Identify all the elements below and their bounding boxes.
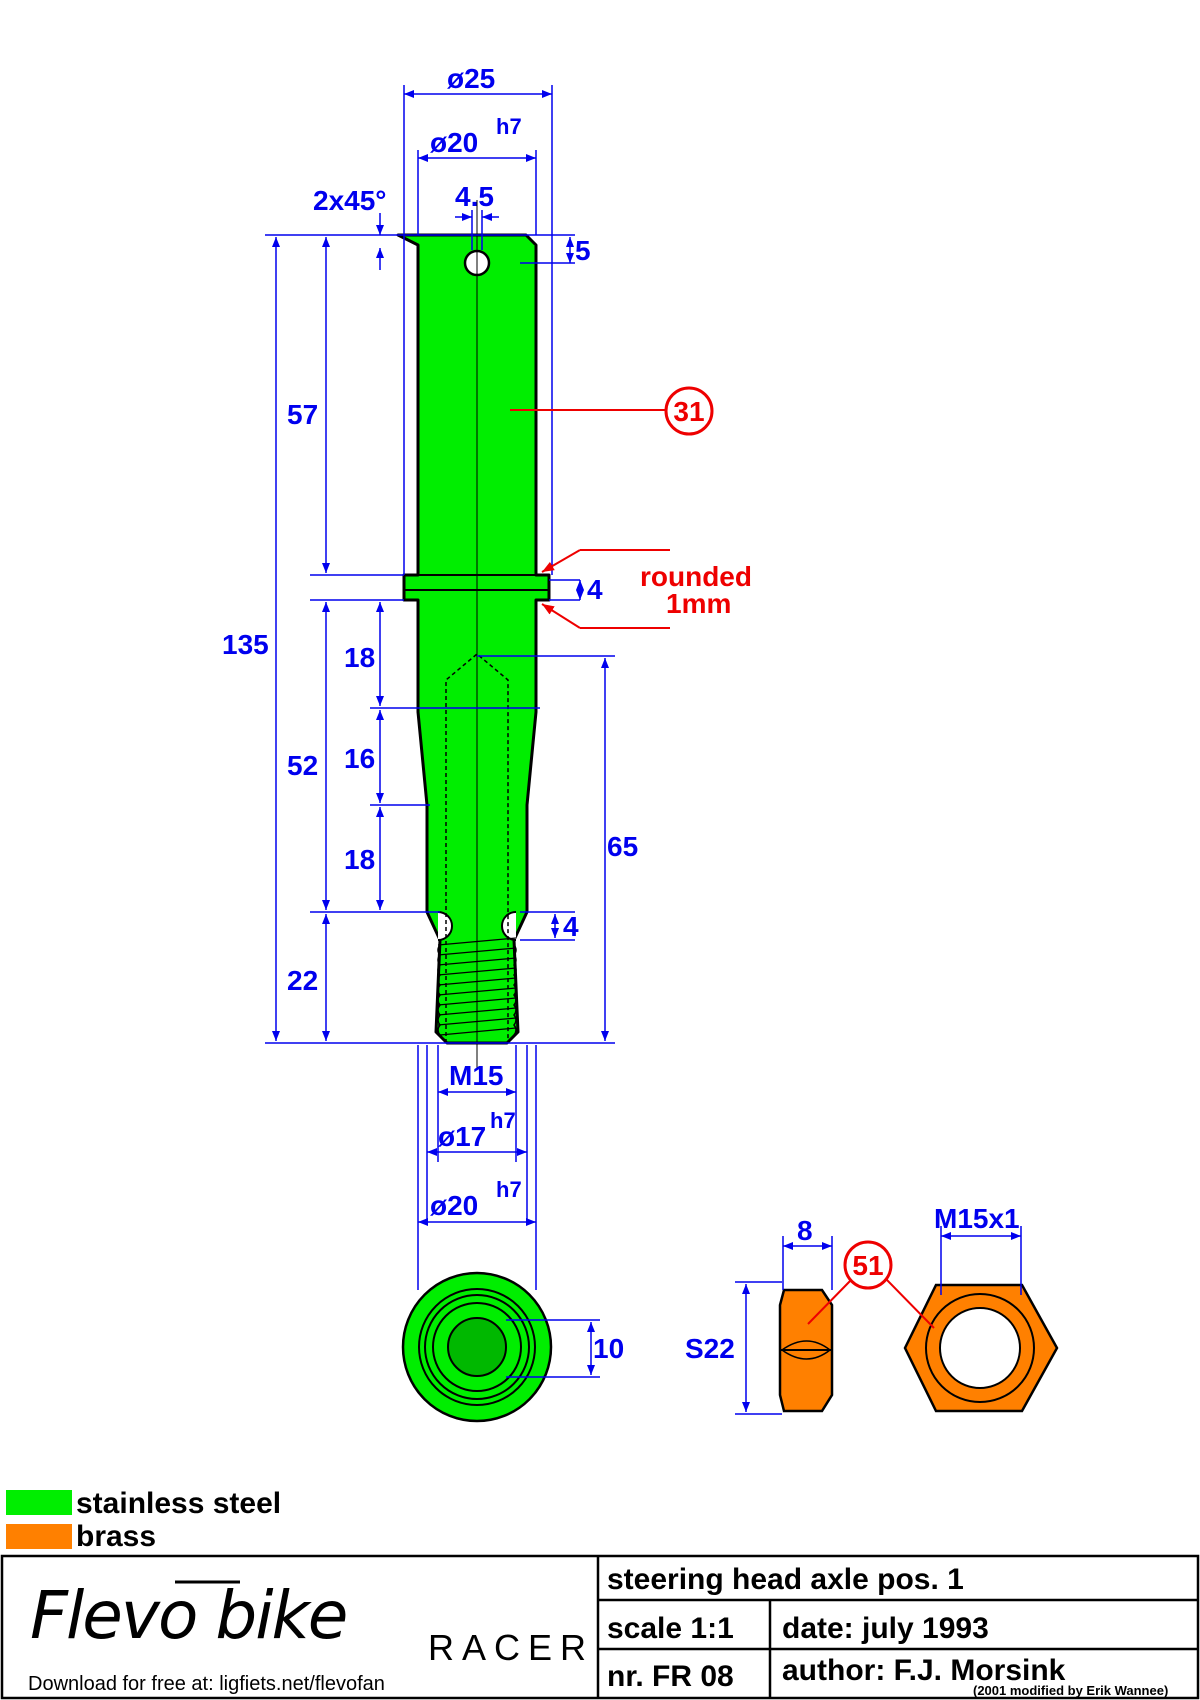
hidden-bore (445, 653, 509, 1043)
legend-swatch-brass (6, 1524, 72, 1549)
nut-front-view (903, 1283, 1059, 1413)
balloon-51: 51 (807, 1240, 935, 1329)
brand-logo: Flevo bike (30, 1577, 348, 1654)
dim-total-135: 135 (222, 629, 269, 660)
dim-len-57: 57 (287, 399, 318, 430)
dim-len-18b: 18 (344, 844, 375, 875)
legend-label-steel: stainless steel (76, 1487, 281, 1520)
nut-dimensions (735, 1226, 1022, 1415)
balloon-51-label: 51 (852, 1250, 883, 1281)
tol-17: h7 (490, 1108, 516, 1133)
drawing-date: date: july 1993 (782, 1612, 989, 1645)
note-1mm: 1mm (666, 588, 731, 619)
dim-hole-pos: 5 (575, 235, 591, 266)
nut-side-view (778, 1288, 834, 1413)
model-name: RACER (428, 1627, 594, 1668)
dim-len-18a: 18 (344, 642, 375, 673)
brand-logo-text: Flevo bike (30, 1577, 346, 1654)
title-block (0, 1554, 1200, 1700)
dim-collar: 4 (587, 574, 603, 605)
tol-shaft: h7 (496, 114, 522, 139)
dim-chamfer: 2x45° (313, 185, 387, 216)
balloon-31: 31 (510, 386, 714, 436)
note-rounded: rounded (640, 561, 752, 592)
axle-dimension-labels: ø25 ø20 h7 2x45° 4.5 5 57 135 4 52 18 16… (222, 63, 638, 1221)
drawing-author: author: F.J. Morsink (782, 1654, 1066, 1687)
dim-groove: 4 (563, 911, 579, 942)
legend-label-brass: brass (76, 1520, 156, 1553)
material-legend: stainless steel brass (6, 1487, 281, 1553)
drawing-title: steering head axle pos. 1 (607, 1563, 964, 1596)
download-link[interactable]: Download for free at: ligfiets.net/flevo… (28, 1673, 385, 1695)
tol-20b: h7 (496, 1177, 522, 1202)
dim-len-65: 65 (607, 831, 638, 862)
rounded-note: rounded 1mm (541, 549, 752, 629)
dim-len-22: 22 (287, 965, 318, 996)
dim-dia-top: ø25 (447, 63, 495, 94)
dim-dia-shaft: ø20 (430, 127, 478, 158)
legend-swatch-steel (6, 1490, 72, 1515)
dim-nut-wrench: S22 (685, 1333, 735, 1364)
dim-nut-thread: M15x1 (934, 1203, 1020, 1234)
dim-thread: M15 (449, 1060, 503, 1091)
drawing-scale: scale 1:1 (607, 1612, 734, 1645)
drawing-modified: (2001 modified by Erik Wannee) (973, 1683, 1168, 1698)
dim-len-52: 52 (287, 750, 318, 781)
balloon-31-label: 31 (673, 396, 704, 427)
axle-end-view: 10 (401, 1271, 624, 1423)
dim-hole: 4.5 (455, 181, 494, 212)
dim-dia-20b: ø20 (430, 1190, 478, 1221)
axle-dimensions (265, 85, 615, 1290)
dim-dia-17: ø17 (438, 1121, 486, 1152)
dim-nut-thickness: 8 (797, 1215, 813, 1246)
axle-body (396, 233, 551, 1045)
dim-end-10: 10 (593, 1333, 624, 1364)
groove-left (437, 911, 453, 941)
drawing-number: nr. FR 08 (607, 1660, 734, 1693)
dim-len-16: 16 (344, 743, 375, 774)
